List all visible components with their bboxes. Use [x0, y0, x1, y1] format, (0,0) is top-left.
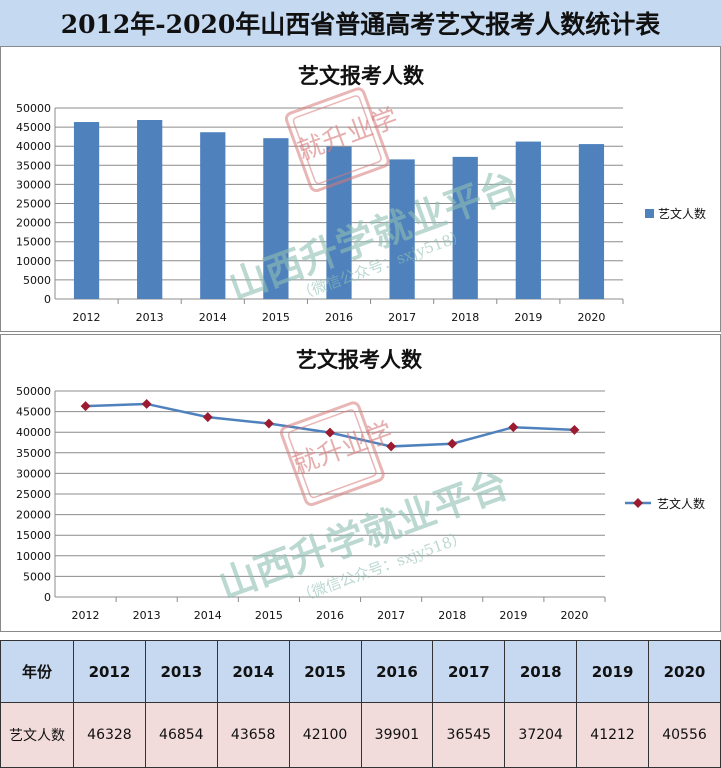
- table-value-cell: 42100: [288, 702, 362, 768]
- x-tick-label: 2018: [451, 311, 479, 324]
- table-value-cell: 39901: [360, 702, 434, 768]
- data-point: [263, 418, 274, 429]
- bar: [200, 132, 226, 299]
- data-point: [569, 424, 580, 435]
- data-point: [386, 441, 397, 452]
- y-tick-label: 25000: [16, 198, 51, 211]
- table-value-cell: 43658: [216, 702, 290, 768]
- data-point: [325, 427, 335, 438]
- line-chart: 艺文报考人数 0 5000 10000 15000 20000 25000 30000 3500…: [16, 348, 705, 622]
- y-tick-label: 40000: [16, 140, 51, 153]
- table-row-label: 艺文人数: [0, 702, 74, 768]
- table-header-row: 年份 2012 2013 2014 2015 2016 2017 2018 20…: [0, 640, 721, 703]
- table-value-cell: 46328: [73, 702, 146, 768]
- line-chart-panel: 艺文报考人数 0 5000 10000 15000 20000 25000 30000 3500…: [0, 334, 721, 632]
- series-line: [85, 402, 575, 448]
- x-tick-label: 2013: [133, 609, 161, 622]
- y-tick-label: 50000: [16, 102, 51, 115]
- table-value-cell: 40556: [648, 702, 721, 768]
- y-tick-label: 35000: [16, 159, 51, 172]
- bar: [326, 146, 352, 299]
- x-tick-label: 2017: [388, 311, 416, 324]
- x-tick-label: 2015: [255, 609, 283, 622]
- bar: [389, 159, 415, 299]
- y-tick-label: 30000: [16, 178, 51, 191]
- x-tick-label: 2020: [577, 311, 605, 324]
- x-tick-label: 2018: [438, 609, 466, 622]
- table-year-cell: 2018: [504, 640, 578, 703]
- y-tick-label: 45000: [16, 406, 51, 419]
- y-tick-label: 5000: [23, 570, 51, 583]
- x-tick-label: 2016: [316, 609, 344, 622]
- chart-title: 艺文报考人数: [296, 348, 423, 372]
- data-table: 年份 2012 2013 2014 2015 2016 2017 2018 20…: [0, 640, 721, 768]
- bar-chart: 艺文报考人数 0 5000 10000 15000 20000 25000 30000 3500…: [16, 64, 706, 324]
- y-tick-label: 10000: [16, 550, 51, 563]
- y-tick-label: 20000: [16, 509, 51, 522]
- y-tick-label: 50000: [16, 385, 51, 398]
- x-tick-label: 2019: [499, 609, 527, 622]
- legend-marker: [633, 498, 643, 508]
- y-tick-label: 15000: [16, 529, 51, 542]
- y-tick-label: 25000: [16, 488, 51, 501]
- x-tick-label: 2019: [514, 311, 542, 324]
- bar: [137, 120, 163, 299]
- y-tick-label: 30000: [16, 467, 51, 480]
- table-value-cell: 37204: [504, 702, 578, 768]
- y-tick-label: 20000: [16, 217, 51, 230]
- x-tick-label: 2014: [199, 311, 227, 324]
- legend-label: 艺文人数: [658, 206, 706, 221]
- y-tick-label: 45000: [16, 121, 51, 134]
- bar: [578, 144, 605, 299]
- bar: [263, 138, 289, 299]
- table-year-cell: 2014: [216, 640, 290, 703]
- y-tick-label: 40000: [16, 426, 51, 439]
- y-tick-label: 10000: [16, 255, 51, 268]
- x-tick-label: 2013: [136, 311, 164, 324]
- table-year-cell: 2019: [576, 640, 649, 703]
- table-values-row: 艺文人数 46328 46854 43658 42100 39901 36545…: [0, 702, 721, 768]
- x-tick-label: 2020: [560, 609, 588, 622]
- x-tick-label: 2014: [194, 609, 222, 622]
- y-tick-label: 15000: [16, 236, 51, 249]
- table-year-cell: 2015: [288, 640, 362, 703]
- data-point: [202, 412, 213, 423]
- data-point: [447, 438, 458, 449]
- chart-title: 艺文报考人数: [298, 64, 425, 88]
- x-tick-label: 2016: [325, 311, 353, 324]
- bar: [515, 141, 541, 299]
- x-tick-label: 2012: [73, 311, 101, 324]
- x-tick-label: 2015: [262, 311, 290, 324]
- table-year-cell: 2017: [432, 640, 506, 703]
- bar: [452, 156, 478, 299]
- x-tick-label: 2012: [72, 609, 100, 622]
- table-year-cell: 2013: [144, 640, 218, 703]
- table-year-cell: 2012: [73, 640, 146, 703]
- table-year-cell: 2016: [360, 640, 434, 703]
- data-point: [508, 422, 519, 433]
- bar: [73, 122, 100, 299]
- x-tick-label: 2017: [377, 609, 405, 622]
- table-value-cell: 36545: [432, 702, 506, 768]
- y-tick-label: 0: [44, 293, 51, 306]
- page-title: 2012年-2020年山西省普通高考艺文报考人数统计表: [0, 0, 721, 47]
- data-point: [141, 399, 152, 409]
- legend-label: 艺文人数: [657, 496, 705, 511]
- table-header-label: 年份: [0, 640, 74, 703]
- y-tick-label: 0: [44, 591, 51, 604]
- table-value-cell: 41212: [576, 702, 649, 768]
- table-value-cell: 46854: [144, 702, 218, 768]
- data-point: [80, 401, 91, 412]
- y-tick-label: 35000: [16, 447, 51, 460]
- bar-chart-panel: 艺文报考人数 0 5000 10000 15000 20000 25000 30000 3500…: [0, 46, 721, 332]
- legend-swatch: [645, 209, 654, 218]
- table-year-cell: 2020: [648, 640, 721, 703]
- y-tick-label: 5000: [23, 274, 51, 287]
